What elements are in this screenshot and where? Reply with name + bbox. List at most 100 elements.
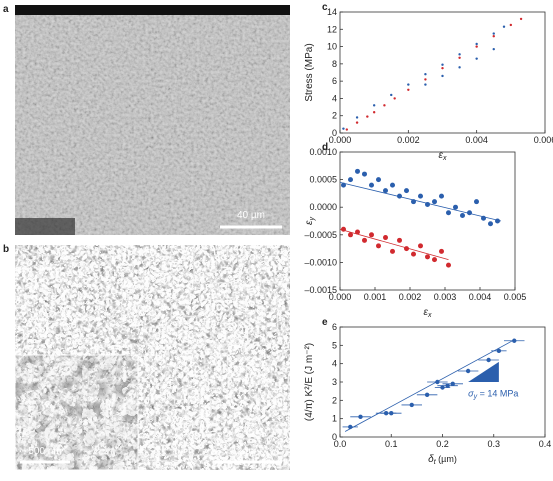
data-point: [439, 193, 444, 199]
data-point: [362, 237, 367, 243]
data-point: [445, 383, 450, 388]
data-point: [486, 357, 491, 363]
y-tick-label: 14: [327, 7, 337, 17]
data-point: [366, 115, 369, 118]
plot-frame: [339, 11, 546, 134]
data-point: [496, 348, 502, 354]
x-label-symbol: δ: [428, 454, 434, 465]
x-tick-label: 0.4: [539, 439, 552, 449]
data-point: [425, 254, 430, 260]
data-point: [509, 23, 513, 27]
data-point: [424, 83, 427, 86]
data-point: [458, 66, 461, 69]
data-point: [458, 56, 461, 60]
data-point: [355, 116, 359, 119]
data-point: [362, 171, 367, 177]
x-label-subscript: x: [442, 155, 447, 162]
data-point: [411, 251, 416, 257]
data-point: [397, 193, 402, 199]
data-point: [450, 381, 455, 387]
fit-line: [339, 181, 502, 222]
data-point: [418, 243, 423, 249]
annotation-symbol: σ: [468, 389, 474, 399]
y-axis-label: (4/π) K²/E (J m⁻²): [304, 343, 315, 421]
y-tick-label: 0.0010: [309, 147, 337, 157]
y-tick-label: 6: [332, 322, 337, 332]
data-point: [376, 177, 381, 183]
data-point: [348, 177, 353, 183]
y-tick-label: 0: [332, 128, 337, 138]
inset-scale-bar-label: 500 nm: [28, 446, 61, 457]
data-point: [475, 45, 478, 48]
y-tick-label: –0.0015: [304, 285, 337, 295]
scale-bar-label: 2 µm: [237, 446, 259, 457]
data-point: [390, 182, 395, 188]
x-tick-label: 0.0: [334, 439, 347, 449]
data-point: [345, 128, 349, 131]
y-tick-label: –0.0005: [304, 230, 337, 240]
y-tick-label: 6: [332, 76, 337, 86]
x-axis-label: εx: [439, 150, 447, 162]
x-tick-label: 0.000: [329, 135, 352, 145]
annotation-text: = 14 MPa: [477, 389, 518, 399]
y-tick-label: 8: [332, 59, 337, 69]
data-point: [435, 379, 440, 385]
data-point: [432, 257, 437, 263]
data-point: [458, 53, 461, 56]
x-tick-label: 0.003: [434, 292, 457, 302]
y-tick-label: 4: [332, 93, 337, 103]
y-tick-label: 4: [332, 359, 337, 369]
data-point: [424, 73, 427, 76]
annotation: σy = 14 MPa: [468, 389, 518, 401]
y-label-text: ε: [304, 220, 315, 225]
x-axis-label: δt (µm): [428, 454, 457, 466]
y-tick-label: 5: [332, 340, 337, 350]
data-point: [355, 121, 359, 124]
data-point: [369, 182, 374, 188]
y-label-text: (4/π) K²/E (J m⁻²): [304, 343, 315, 421]
y-label-subscript: y: [309, 217, 316, 222]
data-point: [446, 210, 451, 216]
data-point: [390, 93, 393, 97]
y-tick-label: 2: [332, 395, 337, 405]
data-point: [481, 215, 486, 221]
x-tick-label: 0.1: [385, 439, 398, 449]
data-point: [488, 221, 493, 227]
data-point: [467, 210, 472, 216]
data-point: [495, 218, 500, 224]
x-label-symbol: ε: [439, 150, 444, 161]
data-point: [439, 248, 444, 254]
panel-label: a: [3, 4, 9, 15]
data-point: [407, 83, 410, 86]
data-point: [409, 402, 414, 408]
data-point: [475, 57, 478, 60]
slope-triangle: [468, 361, 499, 382]
data-point: [475, 42, 478, 46]
data-point: [390, 248, 395, 254]
data-point: [441, 66, 444, 70]
annotation-subscript: y: [473, 394, 478, 401]
panel-label: b: [3, 244, 9, 255]
x-axis-label: εx: [424, 307, 432, 319]
x-tick-label: 0.3: [487, 439, 500, 449]
x-label-unit: (µm): [436, 454, 457, 464]
x-label-symbol: ε: [424, 307, 429, 318]
x-tick-label: 0.005: [504, 292, 527, 302]
y-tick-label: 0: [332, 432, 337, 442]
x-tick-label: 0.002: [397, 135, 420, 145]
panel-label: c: [322, 2, 328, 13]
data-point: [369, 232, 374, 238]
data-point: [342, 127, 345, 130]
data-point: [492, 35, 495, 38]
data-point: [358, 414, 363, 420]
data-point: [383, 104, 386, 107]
data-point: [411, 199, 416, 205]
data-point: [383, 188, 388, 194]
x-tick-label: 0.002: [399, 292, 422, 302]
x-tick-label: 0.2: [436, 439, 449, 449]
y-tick-label: 3: [332, 377, 337, 387]
panel-label: d: [322, 142, 328, 153]
data-point: [341, 182, 346, 188]
y-label-text: Stress (MPa): [304, 43, 315, 101]
